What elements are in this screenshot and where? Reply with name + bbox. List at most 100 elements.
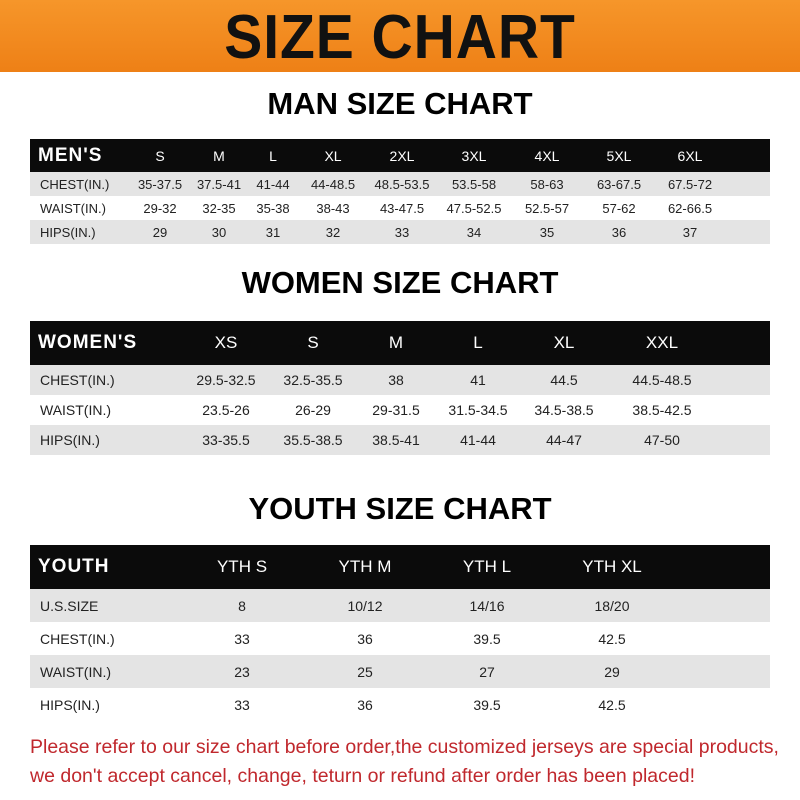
size-value: 29.5-32.5 (196, 372, 256, 388)
size-header: S (307, 333, 319, 352)
size-value: 42.5 (598, 696, 626, 713)
size-value: 42.5 (598, 630, 626, 647)
notice-line-1: Please refer to our size chart before or… (30, 736, 779, 758)
table-category-label: MEN'S (38, 144, 103, 166)
women-size-table: WOMEN'S XS S M L XL XXL CHEST(IN.) 29.5-32.5 32.5… (30, 321, 770, 455)
size-value: 35 (539, 224, 555, 240)
size-header: L (269, 147, 277, 164)
size-header: XS (214, 333, 238, 352)
size-value: 62-66.5 (667, 200, 713, 216)
size-header: 5XL (606, 147, 632, 164)
youth-size-table: YOUTH YTH S YTH M YTH L YTH XL U.S.SIZE 8 10/12… (30, 545, 770, 721)
table-row: HIPS(IN.) 29 30 31 32 33 34 35 36 37 (30, 220, 770, 244)
size-header: XXL (645, 333, 679, 352)
size-value: 35-38 (256, 200, 290, 216)
size-value: 36 (611, 224, 627, 240)
table-row: WAIST(IN.) 23 25 27 29 (30, 655, 770, 688)
size-value: 23.5-26 (202, 402, 250, 418)
size-header: L (473, 333, 483, 352)
youth-section-title: YOUTH SIZE CHART (248, 491, 552, 526)
men-section-title: MAN SIZE CHART (267, 86, 533, 121)
size-value: 41-44 (460, 432, 496, 448)
size-header: S (155, 147, 165, 164)
size-value: 29-31.5 (372, 402, 420, 418)
size-value: 36 (357, 630, 373, 647)
size-value: 41 (470, 372, 486, 388)
size-value: 38-43 (316, 200, 350, 216)
notice-line-2: we don't accept cancel, change, teturn o… (30, 765, 695, 787)
table-header-row: MEN'S S M L XL 2XL 3XL 4XL 5XL 6XL (30, 139, 770, 172)
size-value: 39.5 (473, 630, 501, 647)
size-value: 26-29 (295, 402, 331, 418)
size-header: 4XL (534, 147, 560, 164)
table-row: HIPS(IN.) 33-35.5 35.5-38.5 38.5-41 41-44 44-… (30, 425, 770, 455)
size-value: 34.5-38.5 (534, 402, 594, 418)
size-value: 44-47 (546, 432, 582, 448)
measurement-label: CHEST(IN.) (40, 372, 115, 388)
size-value: 8 (238, 597, 246, 614)
size-value: 25 (357, 663, 373, 680)
size-value: 32.5-35.5 (283, 372, 343, 388)
measurement-label: U.S.SIZE (40, 597, 99, 614)
size-value: 33 (394, 224, 410, 240)
size-value: 31 (265, 224, 281, 240)
size-value: 23 (234, 663, 250, 680)
size-value: 38 (388, 372, 404, 388)
table-row: CHEST(IN.) 33 36 39.5 42.5 (30, 622, 770, 655)
measurement-label: HIPS(IN.) (40, 432, 100, 448)
table-category-label: WOMEN'S (38, 332, 138, 353)
size-value: 33 (234, 696, 250, 713)
size-value: 36 (357, 696, 373, 713)
size-value: 67.5-72 (667, 176, 713, 192)
measurement-label: CHEST(IN.) (40, 176, 110, 192)
measurement-label: HIPS(IN.) (40, 224, 96, 240)
size-value: 33-35.5 (202, 432, 250, 448)
size-value: 32 (325, 224, 341, 240)
size-value: 57-62 (602, 200, 636, 216)
size-value: 31.5-34.5 (448, 402, 508, 418)
size-header: YTH M (338, 557, 392, 576)
size-value: 58-63 (530, 176, 564, 192)
order-notice: Please refer to our size chart before or… (30, 733, 779, 791)
size-value: 37.5-41 (196, 176, 242, 192)
size-value: 29-32 (143, 200, 177, 216)
size-header: 2XL (389, 147, 415, 164)
size-value: 38.5-41 (372, 432, 420, 448)
size-value: 38.5-42.5 (632, 402, 692, 418)
size-value: 44.5 (550, 372, 578, 388)
measurement-label: HIPS(IN.) (40, 696, 100, 713)
women-section-title: WOMEN SIZE CHART (241, 265, 559, 300)
men-size-table: MEN'S S M L XL 2XL 3XL 4XL 5XL 6XL CHEST(IN.) 35-37… (30, 139, 770, 244)
size-value: 33 (234, 630, 250, 647)
size-header: YTH XL (582, 557, 642, 576)
size-value: 35.5-38.5 (283, 432, 343, 448)
measurement-label: WAIST(IN.) (40, 402, 112, 418)
size-header: 6XL (677, 147, 703, 164)
table-row: HIPS(IN.) 33 36 39.5 42.5 (30, 688, 770, 721)
size-value: 44-48.5 (310, 176, 356, 192)
size-value: 27 (479, 663, 495, 680)
size-value: 34 (466, 224, 482, 240)
table-category-label: YOUTH (38, 556, 110, 577)
table-row: CHEST(IN.) 35-37.5 37.5-41 41-44 44-48.5 48.5… (30, 172, 770, 196)
size-value: 53.5-58 (451, 176, 497, 192)
size-value: 10/12 (347, 597, 383, 614)
size-value: 29 (152, 224, 168, 240)
size-value: 14/16 (469, 597, 505, 614)
size-header: YTH S (216, 557, 268, 576)
size-value: 63-67.5 (596, 176, 642, 192)
size-header: 3XL (461, 147, 487, 164)
size-value: 48.5-53.5 (374, 176, 430, 192)
size-value: 30 (211, 224, 227, 240)
table-header-row: YOUTH YTH S YTH M YTH L YTH XL (30, 545, 770, 589)
size-value: 43-47.5 (379, 200, 425, 216)
size-value: 39.5 (473, 696, 501, 713)
size-value: 32-35 (202, 200, 236, 216)
size-value: 47-50 (644, 432, 680, 448)
size-value: 47.5-52.5 (446, 200, 502, 216)
measurement-label: WAIST(IN.) (40, 200, 106, 216)
measurement-label: CHEST(IN.) (40, 630, 115, 647)
size-value: 41-44 (256, 176, 290, 192)
size-header: M (388, 333, 404, 352)
table-header-row: WOMEN'S XS S M L XL XXL (30, 321, 770, 365)
